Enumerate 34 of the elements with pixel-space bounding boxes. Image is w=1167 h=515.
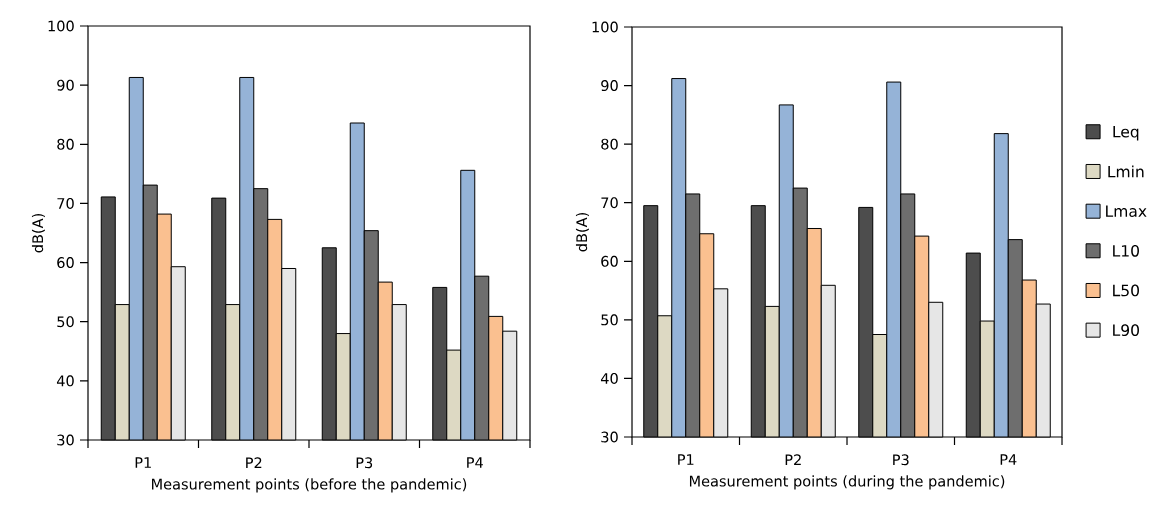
- y-tick-label: 80: [57, 138, 74, 150]
- y-tick-label: 60: [57, 257, 74, 269]
- x-tick-label: P2: [785, 454, 801, 466]
- x-tick-label: P2: [246, 457, 262, 469]
- y-axis-title: dB(A): [575, 213, 589, 252]
- y-tick-label: 100: [592, 21, 618, 33]
- y-tick-label: 50: [57, 316, 74, 328]
- legend-label: Leq: [1113, 126, 1139, 141]
- y-tick-label: 70: [601, 197, 618, 209]
- y-tick-label: 70: [57, 197, 74, 209]
- y-axis-title: dB(A): [31, 214, 45, 253]
- x-tick-label: P4: [467, 457, 483, 468]
- y-tick-label: 40: [600, 372, 618, 384]
- x-tick-label: P3: [356, 457, 373, 469]
- y-tick-label: 30: [57, 434, 74, 446]
- y-tick-label: 50: [601, 314, 618, 326]
- legend-label: L90: [1113, 324, 1139, 337]
- legend-label: Lmax: [1106, 205, 1147, 217]
- y-tick-label: 60: [601, 255, 618, 267]
- x-tick-label: P4: [1000, 454, 1017, 465]
- x-tick-label: P1: [135, 457, 151, 468]
- y-tick-label: 80: [601, 138, 618, 150]
- legend-label: L50: [1113, 284, 1139, 297]
- x-axis-title: Measurement points (before the pandemic): [152, 478, 467, 493]
- x-tick-label: P1: [678, 454, 694, 465]
- y-tick-label: 30: [601, 431, 618, 443]
- legend-label: L10: [1113, 244, 1139, 257]
- x-axis-title: Measurement points (during the pandemic): [689, 475, 1005, 490]
- y-tick-label: 100: [48, 20, 74, 32]
- y-tick-label: 40: [56, 375, 74, 387]
- x-tick-label: P3: [893, 454, 909, 466]
- y-tick-label: 90: [57, 79, 74, 91]
- y-tick-label: 90: [601, 80, 618, 92]
- legend-label: Lmin: [1108, 165, 1144, 178]
